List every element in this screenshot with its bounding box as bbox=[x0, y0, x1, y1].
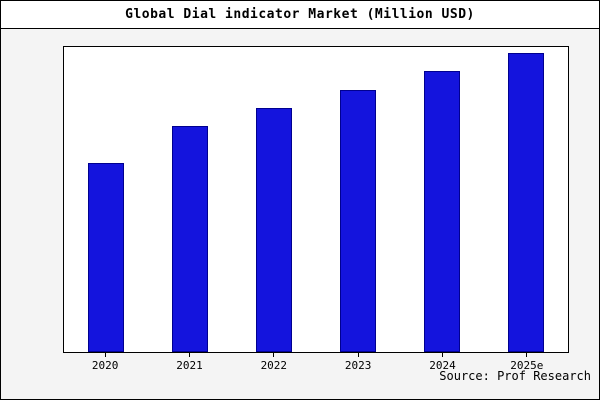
tick-mark-icon bbox=[273, 353, 275, 357]
bars bbox=[64, 47, 568, 352]
bar-slot bbox=[484, 47, 568, 352]
x-tick-2021: 2021 bbox=[147, 353, 231, 372]
x-tick-2023: 2023 bbox=[316, 353, 400, 372]
bar-2020 bbox=[88, 162, 124, 352]
tick-mark-icon bbox=[357, 353, 359, 357]
x-tick-2024: 2024 bbox=[400, 353, 484, 372]
bar-2024 bbox=[424, 71, 460, 352]
tick-mark-icon bbox=[188, 353, 190, 357]
bar-slot bbox=[316, 47, 400, 352]
x-tick-label: 2020 bbox=[91, 359, 119, 372]
tick-mark-icon bbox=[526, 353, 528, 357]
tick-mark-icon bbox=[441, 353, 443, 357]
x-axis-labels: 2020 2021 2022 2023 2024 2025e bbox=[63, 353, 569, 372]
bar-slot bbox=[148, 47, 232, 352]
chart-title: Global Dial indicator Market (Million US… bbox=[1, 1, 599, 29]
bar-slot bbox=[400, 47, 484, 352]
x-tick-2020: 2020 bbox=[63, 353, 147, 372]
x-tick-label: 2025e bbox=[510, 359, 544, 372]
x-tick-label: 2023 bbox=[344, 359, 372, 372]
plot-area bbox=[63, 46, 569, 353]
tick-mark-icon bbox=[104, 353, 106, 357]
x-tick-label: 2024 bbox=[429, 359, 456, 372]
bar-2021 bbox=[172, 126, 208, 352]
x-tick-2022: 2022 bbox=[232, 353, 316, 372]
x-tick-2025e: 2025e bbox=[485, 353, 569, 372]
bar-2023 bbox=[340, 89, 376, 352]
bar-2022 bbox=[256, 108, 292, 352]
x-tick-label: 2022 bbox=[260, 359, 288, 372]
bar-2025e bbox=[508, 53, 544, 352]
source-text: Source: Prof Research bbox=[439, 369, 591, 383]
bar-slot bbox=[232, 47, 316, 352]
bar-slot bbox=[64, 47, 148, 352]
x-tick-label: 2021 bbox=[176, 359, 203, 372]
